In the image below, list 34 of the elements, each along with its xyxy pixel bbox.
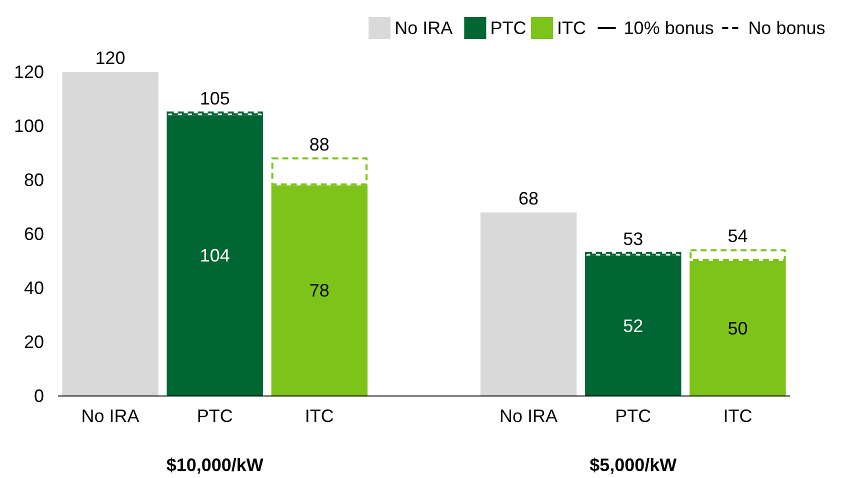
bar [480,212,577,396]
x-tick-label: ITC [304,406,334,426]
total-label: 53 [623,228,644,249]
x-tick-label: PTC [615,406,652,426]
text: 10% bonus [624,18,714,38]
data-label: 52 [623,316,644,336]
legend-label: ITC [557,18,586,38]
total-label: 105 [200,88,230,108]
data-label: 78 [309,280,330,301]
total-label: 120 [95,48,126,68]
bar [62,72,158,396]
y-tick-label: 80 [24,170,44,190]
y-tick-label: 40 [24,278,44,298]
total-label: 68 [518,188,539,208]
text: No bonus [748,18,826,38]
text: $5,000/kW [590,455,677,475]
total-label: 88 [309,134,330,154]
data-label: 104 [200,246,230,266]
legend-label: PTC [490,18,526,38]
legend-label: No IRA [394,18,453,38]
text: $10,000/kW [166,455,264,475]
total-label: 54 [728,226,748,246]
y-tick-label: 20 [24,332,44,352]
y-tick-label: 60 [24,224,44,244]
x-tick-label: No IRA [500,406,558,426]
bar [166,115,263,396]
y-tick-label: 120 [14,62,44,82]
bar [585,256,682,396]
x-tick-label: PTC [196,406,233,426]
x-tick-label: ITC [723,406,752,426]
data-label: 50 [728,318,748,338]
y-tick-label: 0 [34,386,44,406]
x-tick-label: No IRA [81,406,140,426]
y-tick-label: 100 [14,116,44,136]
